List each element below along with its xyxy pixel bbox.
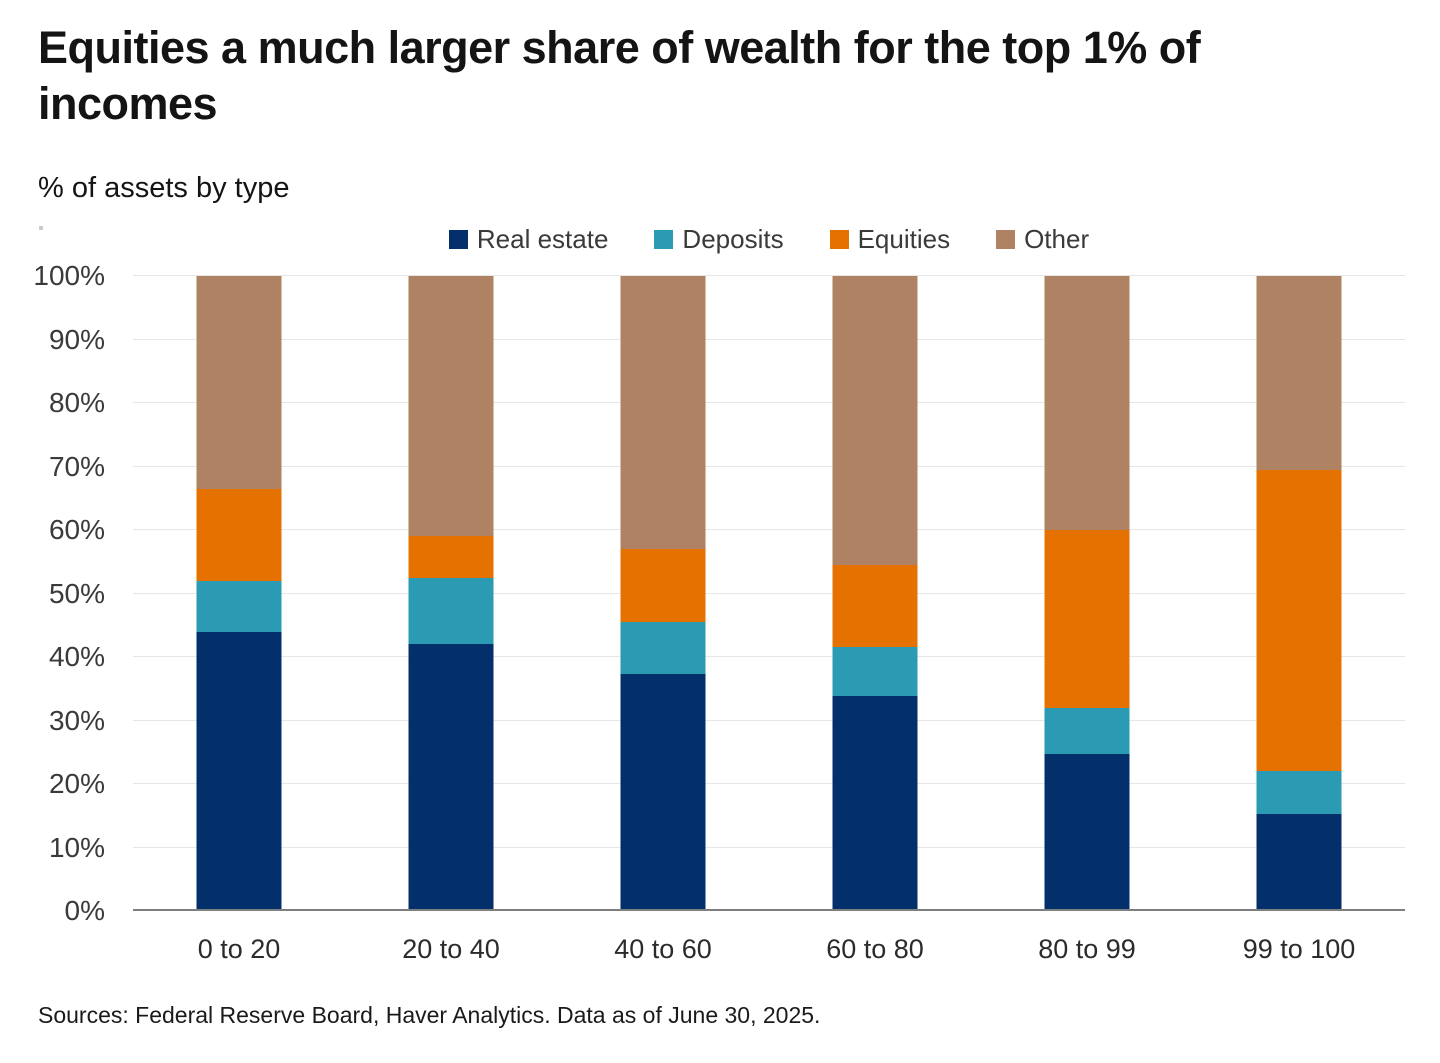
gridline xyxy=(133,783,1405,784)
bar-segment-equities xyxy=(1256,469,1342,772)
legend-swatch-real-estate xyxy=(448,230,468,249)
bar-segment-deposits xyxy=(196,580,282,632)
bar-99-to-100 xyxy=(1256,276,1342,911)
chart-title: Equities a much larger share of wealth f… xyxy=(38,20,1398,132)
bar-segment-deposits xyxy=(832,647,918,697)
bar-segment-equities xyxy=(620,549,706,623)
y-tick-label: 30% xyxy=(48,704,105,736)
legend-label: Equities xyxy=(857,224,951,254)
y-tick-label: 10% xyxy=(48,831,105,863)
gridline xyxy=(133,402,1405,403)
bar-60-to-80 xyxy=(832,276,918,911)
bar-40-to-60 xyxy=(620,276,706,911)
bar-segment-real-estate xyxy=(1044,753,1130,911)
chart-subtitle: % of assets by type xyxy=(38,172,290,204)
legend-label: Other xyxy=(1024,224,1090,254)
legend-label: Deposits xyxy=(682,224,784,254)
y-tick-label: 40% xyxy=(48,641,105,672)
y-tick-label: 100% xyxy=(33,260,105,291)
bar-segment-other xyxy=(1256,276,1342,470)
y-tick-label: 50% xyxy=(48,577,105,609)
legend-item-equities: Equities xyxy=(829,224,951,255)
x-axis-line xyxy=(133,909,1405,911)
x-tick-label-20-to-40: 20 to 40 xyxy=(402,934,500,964)
y-tick-label: 70% xyxy=(48,450,105,482)
gridline xyxy=(133,719,1405,721)
plot-area xyxy=(133,275,1405,911)
y-tick-label: 20% xyxy=(48,768,105,799)
bar-segment-real-estate xyxy=(1256,814,1342,911)
gridline xyxy=(133,529,1405,530)
bar-segment-real-estate xyxy=(408,644,494,911)
x-tick-label-40-to-60: 40 to 60 xyxy=(614,934,712,964)
y-tick-label: 90% xyxy=(48,323,105,355)
legend-swatch-equities xyxy=(829,230,849,249)
chart-title-line-2: incomes xyxy=(38,78,218,129)
x-tick-label-99-to-100: 99 to 100 xyxy=(1242,934,1356,964)
legend-item-other: Other xyxy=(996,224,1089,255)
chart-title-line-1: Equities a much larger share of wealth f… xyxy=(38,22,1201,73)
bar-segment-other xyxy=(196,276,282,489)
gridline xyxy=(133,846,1405,848)
x-tick-label-60-to-80: 60 to 80 xyxy=(826,934,924,964)
bar-segment-real-estate xyxy=(832,696,918,911)
sources-note: Sources: Federal Reserve Board, Haver An… xyxy=(38,1002,821,1028)
legend-swatch-other xyxy=(996,230,1016,249)
legend-item-real-estate: Real estate xyxy=(448,224,609,255)
bar-80-to-99 xyxy=(1044,276,1130,911)
bar-segment-real-estate xyxy=(196,631,282,911)
y-axis: 100% 90% 80% 70% 60% 50% 40% 30% 20% 10% 0% xyxy=(0,261,105,926)
y-tick-label: 0% xyxy=(64,895,105,926)
legend: Real estate Deposits Equities Other xyxy=(133,224,1405,255)
legend-label: Real estate xyxy=(476,224,609,254)
bar-segment-other xyxy=(1044,276,1130,531)
bar-segment-deposits xyxy=(408,577,494,645)
bar-segment-deposits xyxy=(1256,771,1342,815)
x-tick-label-80-to-99: 80 to 99 xyxy=(1038,934,1136,964)
bar-segment-equities xyxy=(196,488,282,581)
bar-segment-deposits xyxy=(620,622,706,675)
gridline xyxy=(133,465,1405,467)
bar-segment-other xyxy=(832,276,918,565)
y-tick-label: 80% xyxy=(48,387,105,418)
x-tick-label-0-to-20: 0 to 20 xyxy=(197,934,281,964)
gridline xyxy=(133,275,1405,276)
stray-mark xyxy=(39,226,43,230)
legend-item-deposits: Deposits xyxy=(654,224,784,255)
bar-segment-other xyxy=(620,276,706,550)
bar-segment-equities xyxy=(408,536,494,578)
bar-0-to-20 xyxy=(196,276,282,911)
gridline xyxy=(133,592,1405,594)
bar-segment-equities xyxy=(1044,530,1130,708)
bar-20-to-40 xyxy=(408,276,494,911)
x-axis: 0 to 20 20 to 40 40 to 60 60 to 80 80 to 99 9… xyxy=(133,934,1405,965)
gridline xyxy=(133,338,1405,340)
bar-segment-other xyxy=(408,276,494,537)
bar-segment-deposits xyxy=(1044,707,1130,754)
gridline xyxy=(133,656,1405,657)
bar-segment-real-estate xyxy=(620,674,706,911)
bar-segment-equities xyxy=(832,564,918,648)
y-tick-label: 60% xyxy=(48,514,105,545)
legend-swatch-deposits xyxy=(654,230,674,249)
